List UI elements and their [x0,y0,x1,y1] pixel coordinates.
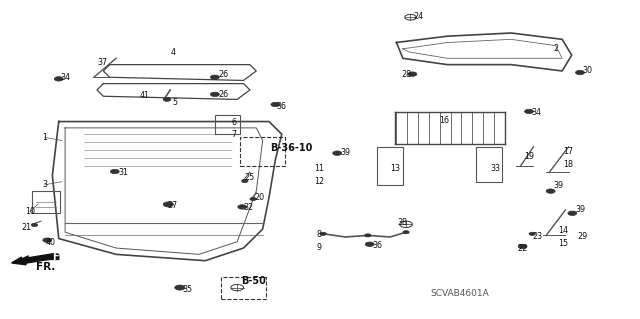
Text: 23: 23 [533,232,543,241]
Text: 26: 26 [218,70,228,79]
Circle shape [211,75,220,79]
Circle shape [43,238,52,242]
Text: 9: 9 [316,243,321,252]
Text: B-36-10: B-36-10 [270,144,312,153]
Circle shape [211,92,220,97]
Text: B-50: B-50 [241,276,266,286]
Text: 17: 17 [563,147,573,156]
Text: 31: 31 [119,168,129,177]
Text: 12: 12 [314,176,324,186]
Text: 8: 8 [316,230,321,239]
Text: 28: 28 [401,70,411,79]
Circle shape [163,202,173,207]
Text: 3: 3 [42,180,47,189]
Text: 36: 36 [372,241,382,250]
Text: 2: 2 [553,44,558,53]
Circle shape [110,169,119,174]
Circle shape [271,102,280,107]
Text: 29: 29 [577,232,588,241]
Text: 33: 33 [490,164,500,173]
Circle shape [575,70,584,75]
Text: 27: 27 [167,201,177,210]
Text: 38: 38 [398,218,408,226]
Text: 21: 21 [22,223,32,232]
Circle shape [333,151,342,155]
Text: 15: 15 [558,239,568,248]
FancyArrow shape [12,253,60,265]
Text: 20: 20 [255,193,264,202]
Text: 39: 39 [575,205,585,214]
Circle shape [250,197,256,201]
Text: FR.: FR. [36,262,56,272]
Circle shape [546,189,555,193]
Circle shape [518,244,527,249]
Circle shape [525,109,534,114]
Text: FR.: FR. [52,252,70,262]
Text: 13: 13 [390,164,400,173]
Circle shape [242,179,248,182]
Circle shape [163,98,171,101]
Text: 24: 24 [413,12,424,21]
Text: 22: 22 [518,244,528,253]
Text: 16: 16 [439,116,449,125]
Text: 36: 36 [276,102,287,111]
Text: 32: 32 [244,203,253,212]
Circle shape [320,232,326,235]
Circle shape [529,232,536,235]
Text: 19: 19 [524,152,534,161]
Text: SCVAB4601A: SCVAB4601A [431,289,490,298]
Text: 6: 6 [232,118,236,127]
Circle shape [365,234,371,237]
Circle shape [408,72,417,76]
Text: 30: 30 [582,66,593,75]
Circle shape [175,285,185,290]
Text: 10: 10 [25,207,35,216]
Text: 4: 4 [171,48,176,57]
Circle shape [365,242,374,247]
Text: 26: 26 [218,90,228,99]
Circle shape [238,205,246,209]
Text: 25: 25 [244,173,255,182]
Text: 18: 18 [563,160,573,169]
Text: 35: 35 [182,285,193,294]
Text: 40: 40 [46,238,56,247]
Circle shape [31,223,38,226]
Text: 34: 34 [532,108,541,117]
Text: 5: 5 [172,98,177,107]
Text: 7: 7 [232,130,237,139]
Text: 39: 39 [340,148,351,157]
Text: 14: 14 [559,226,568,235]
Circle shape [403,231,409,234]
Text: 41: 41 [140,91,150,100]
Circle shape [54,77,63,81]
Text: 37: 37 [97,58,107,67]
Text: 39: 39 [554,181,564,190]
Text: 11: 11 [314,164,324,173]
Circle shape [568,211,577,215]
Text: 34: 34 [60,73,70,82]
Text: 1: 1 [42,133,47,142]
